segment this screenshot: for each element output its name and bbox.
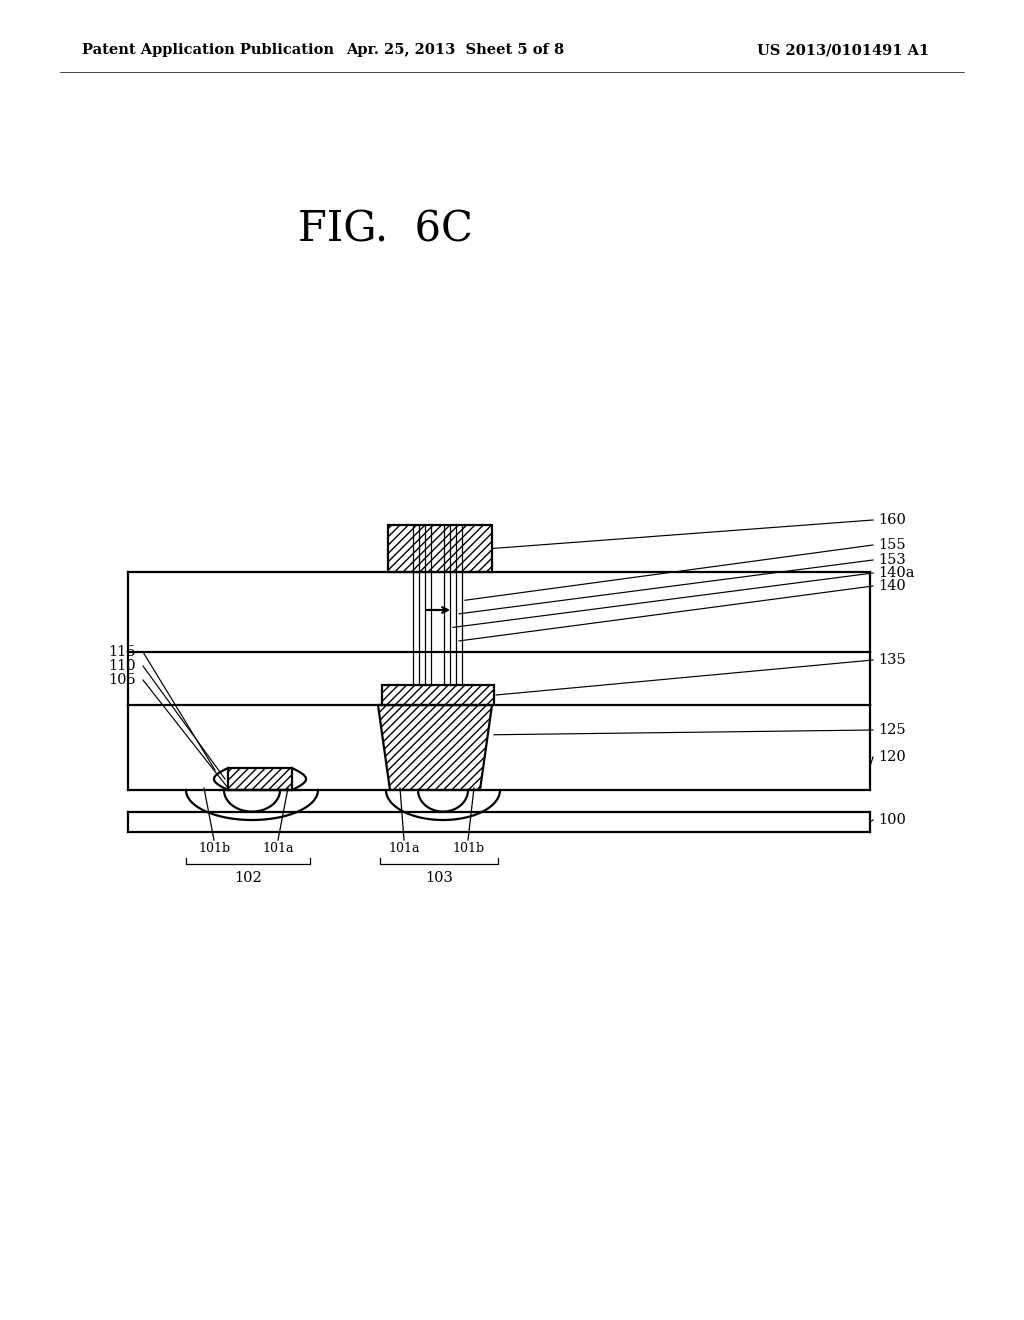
Bar — [228, 768, 292, 789]
Text: 101b: 101b — [452, 842, 484, 854]
Text: FIG.  6C: FIG. 6C — [298, 209, 472, 251]
Polygon shape — [378, 705, 492, 789]
Text: 140: 140 — [878, 579, 906, 593]
Text: 135: 135 — [878, 653, 906, 667]
Text: 153: 153 — [878, 553, 906, 568]
Text: 102: 102 — [234, 871, 262, 884]
Bar — [382, 685, 494, 705]
Text: 125: 125 — [878, 723, 905, 737]
Bar — [388, 525, 492, 572]
Text: 103: 103 — [425, 871, 453, 884]
Text: 115: 115 — [108, 645, 135, 659]
Text: US 2013/0101491 A1: US 2013/0101491 A1 — [757, 44, 929, 57]
Text: 105: 105 — [108, 673, 136, 686]
Text: 140a: 140a — [878, 566, 914, 579]
Text: 155: 155 — [878, 539, 905, 552]
Text: 100: 100 — [878, 813, 906, 828]
Text: Apr. 25, 2013  Sheet 5 of 8: Apr. 25, 2013 Sheet 5 of 8 — [346, 44, 564, 57]
Text: Patent Application Publication: Patent Application Publication — [82, 44, 334, 57]
Text: 120: 120 — [878, 750, 906, 764]
Text: 110: 110 — [108, 659, 135, 673]
Text: 101a: 101a — [262, 842, 294, 854]
Text: 101a: 101a — [388, 842, 420, 854]
Text: 101b: 101b — [198, 842, 230, 854]
Text: 160: 160 — [878, 513, 906, 527]
